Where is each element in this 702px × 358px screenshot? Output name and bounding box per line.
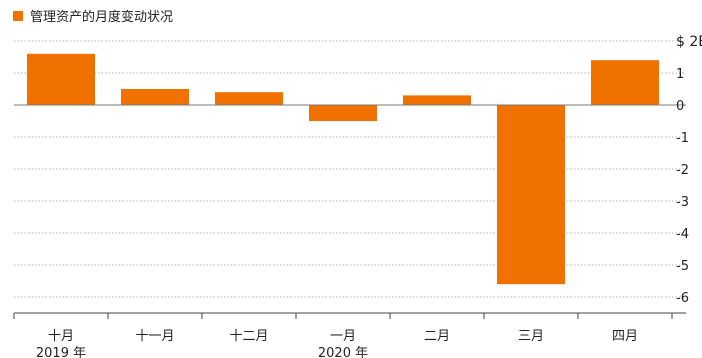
y-axis: $ 2B 1 0 -1 -2 -3 -4 -5 -6: [676, 34, 702, 306]
y-tick-label: 0: [676, 99, 684, 114]
x-tick-label: 十二月: [229, 329, 268, 344]
x-tick-label: 四月: [612, 329, 638, 344]
y-tick-label: -1: [676, 131, 689, 146]
bar: [215, 92, 283, 105]
x-tick-label: 二月: [424, 329, 450, 344]
grid: [14, 40, 686, 298]
legend-swatch: [13, 11, 23, 21]
x-axis: 十月 2019 年 十一月 十二月 一月 2020 年 二月 三月 四月: [13, 312, 686, 358]
x-year-label: 2019 年: [36, 346, 86, 358]
y-tick-label: -4: [676, 227, 689, 242]
legend-label: 管理资产的月度变动状况: [30, 9, 173, 25]
x-tick-label: 一月: [330, 329, 356, 344]
bar: [591, 60, 659, 105]
bar: [403, 95, 471, 105]
x-year-label: 2020 年: [318, 346, 368, 358]
y-tick-label: -2: [676, 163, 689, 178]
bar: [27, 53, 95, 105]
bar: [309, 105, 377, 121]
y-tick-label: -5: [676, 259, 689, 274]
x-tick-label: 十一月: [135, 329, 174, 344]
y-tick-label: -6: [676, 291, 689, 306]
x-tick-label: 十月: [48, 329, 74, 344]
y-tick-label: $ 2B: [676, 34, 702, 50]
y-tick-label: -3: [676, 195, 689, 210]
bars: [27, 53, 659, 285]
bar: [497, 105, 565, 285]
y-tick-label: 1: [676, 67, 684, 82]
bar: [121, 89, 189, 105]
legend: 管理资产的月度变动状况: [13, 9, 173, 25]
x-tick-label: 三月: [518, 329, 544, 344]
